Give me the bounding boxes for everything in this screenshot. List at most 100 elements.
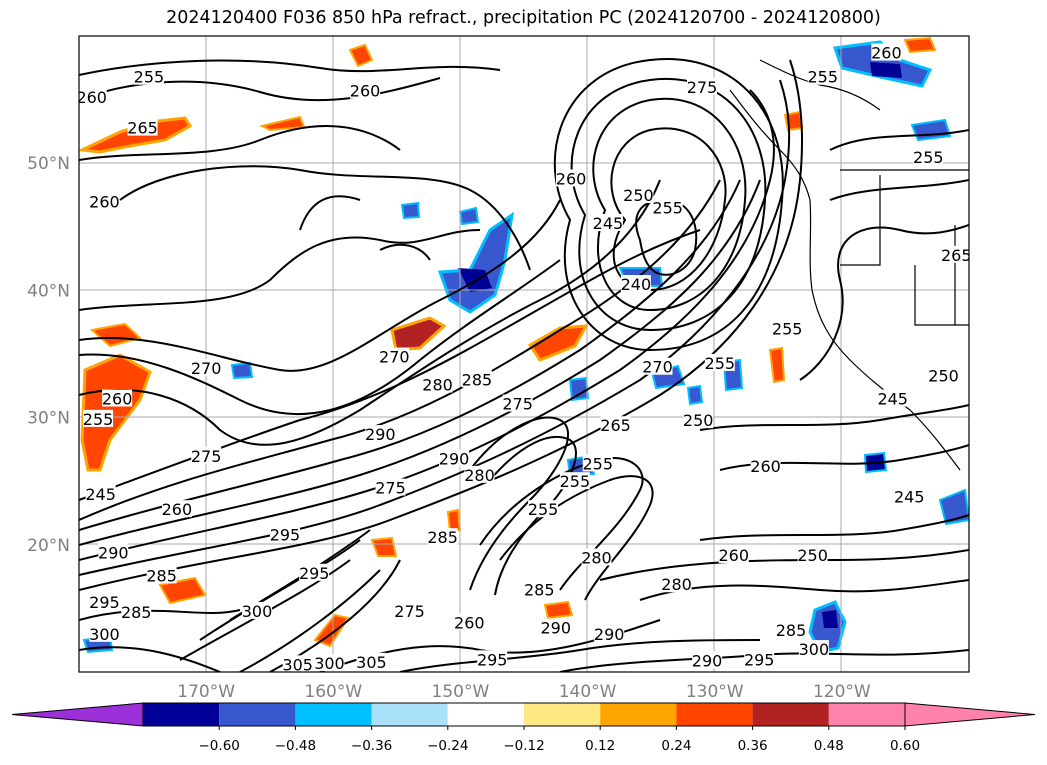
precipitation-shading bbox=[79, 36, 969, 654]
contour-label-bg bbox=[581, 548, 612, 566]
contour-label: 260 bbox=[102, 390, 133, 409]
contour-label: 255 bbox=[808, 68, 839, 87]
contour-label-bg bbox=[146, 566, 177, 584]
contour-label-bg bbox=[161, 500, 192, 518]
colorbar-tick-label: 0.12 bbox=[585, 738, 615, 754]
contour-label-bg bbox=[83, 409, 114, 427]
map-frame bbox=[78, 35, 970, 673]
contour-labels: 255 260 265 260 260 270 260 255 270 280 285 275 290 2… bbox=[76, 43, 969, 674]
contour-label-bg bbox=[427, 528, 458, 546]
contour-label-bg bbox=[594, 624, 625, 642]
colorbar-bin bbox=[295, 703, 372, 726]
contour-label: 250 bbox=[623, 186, 654, 205]
contour-label: 295 bbox=[299, 564, 330, 583]
contour-label: 290 bbox=[365, 425, 396, 444]
contour-label: 265 bbox=[600, 416, 631, 435]
latitude-label: 30°N bbox=[27, 409, 70, 429]
longitude-label: 140°W bbox=[559, 682, 617, 702]
contour-label-bg bbox=[744, 650, 775, 668]
colorbar-tick-label: −0.48 bbox=[275, 738, 316, 754]
contour-label-bg bbox=[98, 543, 129, 561]
contour-label: 285 bbox=[146, 566, 177, 585]
contour-label: 245 bbox=[877, 390, 908, 409]
contour-label-bg bbox=[191, 358, 222, 376]
contour-label: 270 bbox=[379, 348, 410, 367]
contour-label-bg bbox=[928, 366, 959, 384]
contour-label: 280 bbox=[422, 376, 453, 395]
contour-label: 300 bbox=[314, 654, 345, 673]
colorbar-bin bbox=[752, 703, 829, 726]
contour-label-bg bbox=[692, 651, 723, 669]
colorbar-bin bbox=[524, 703, 601, 726]
contour-label: 255 bbox=[705, 354, 736, 373]
contour-label-bg bbox=[652, 198, 683, 216]
contour-label: 245 bbox=[593, 214, 624, 233]
contour-label-bg bbox=[704, 353, 735, 371]
longitude-label: 150°W bbox=[432, 682, 490, 702]
colorbar bbox=[11, 702, 1036, 727]
contour-label-bg bbox=[79, 88, 107, 106]
latitude-label: 20°N bbox=[27, 536, 70, 556]
contour-label-bg bbox=[464, 465, 495, 483]
contour-label: 295 bbox=[89, 593, 120, 612]
colorbar-tick-label: 0.36 bbox=[738, 738, 768, 754]
contour-label: 260 bbox=[871, 44, 902, 63]
colorbar-bin bbox=[600, 703, 677, 726]
contour-label: 260 bbox=[76, 88, 107, 107]
contour-label-bg bbox=[454, 613, 485, 631]
contour-label-bg bbox=[379, 347, 410, 365]
contour-label: 255 bbox=[772, 320, 803, 339]
contour-label-bg bbox=[422, 375, 453, 393]
contour-label-bg bbox=[623, 186, 654, 203]
chart-title: 2024120400 F036 850 hPa refract., precip… bbox=[166, 8, 881, 28]
contour-label: 275 bbox=[375, 479, 406, 498]
latitude-labels: 50°N 40°N 30°N 20°N bbox=[27, 154, 70, 556]
contour-label-bg bbox=[540, 618, 571, 636]
contour-label: 260 bbox=[556, 169, 587, 188]
contour-label-bg bbox=[85, 484, 116, 502]
contour-label: 245 bbox=[894, 487, 925, 506]
contour-label-bg bbox=[941, 245, 969, 263]
contour-label-bg bbox=[913, 147, 944, 165]
contour-label-bg bbox=[592, 213, 623, 231]
coastlines bbox=[729, 59, 969, 471]
colorbar-bin bbox=[676, 703, 753, 726]
contour-label: 300 bbox=[242, 602, 273, 621]
contour-label-bg bbox=[776, 621, 806, 639]
contour-label: 305 bbox=[282, 655, 313, 674]
contour-label-bg bbox=[877, 389, 908, 407]
colorbar-bin bbox=[828, 703, 905, 726]
contour-label: 285 bbox=[121, 603, 152, 622]
contour-label-bg bbox=[269, 525, 300, 543]
contour-label: 250 bbox=[683, 411, 714, 430]
contour-label-bg bbox=[350, 81, 381, 99]
contour-label-bg bbox=[559, 472, 590, 490]
colorbar-extend-low bbox=[11, 702, 144, 727]
contour-label: 290 bbox=[594, 625, 625, 644]
contour-label: 290 bbox=[692, 652, 723, 671]
contour-label: 285 bbox=[462, 370, 493, 389]
contour-label-bg bbox=[461, 370, 492, 388]
contour-label-bg bbox=[642, 357, 673, 375]
contour-label: 270 bbox=[642, 358, 673, 377]
colorbar-bin bbox=[447, 703, 524, 726]
map-background bbox=[79, 36, 969, 672]
contour-label-bg bbox=[871, 43, 902, 61]
contour-label: 290 bbox=[439, 449, 470, 468]
contour-label: 270 bbox=[191, 359, 222, 378]
contour-label-bg bbox=[687, 77, 717, 95]
contour-label: 285 bbox=[776, 621, 807, 640]
colorbar-tick-label: −0.36 bbox=[351, 738, 392, 754]
contour-label-bg bbox=[797, 545, 828, 563]
contour-label: 285 bbox=[427, 528, 458, 547]
contour-label: 280 bbox=[661, 575, 692, 594]
colorbar-bin bbox=[219, 703, 296, 726]
contour-label-bg bbox=[798, 640, 829, 658]
contour-label: 290 bbox=[98, 543, 129, 562]
contour-label: 260 bbox=[162, 500, 193, 519]
colorbar-tick-labels: −0.60 −0.48 −0.36 −0.24 −0.12 0.12 0.24 0.36 0.4… bbox=[199, 726, 920, 754]
colorbar-tick-label: −0.12 bbox=[503, 738, 544, 754]
contour-label: 260 bbox=[350, 82, 381, 101]
contour-label-bg bbox=[894, 487, 925, 505]
